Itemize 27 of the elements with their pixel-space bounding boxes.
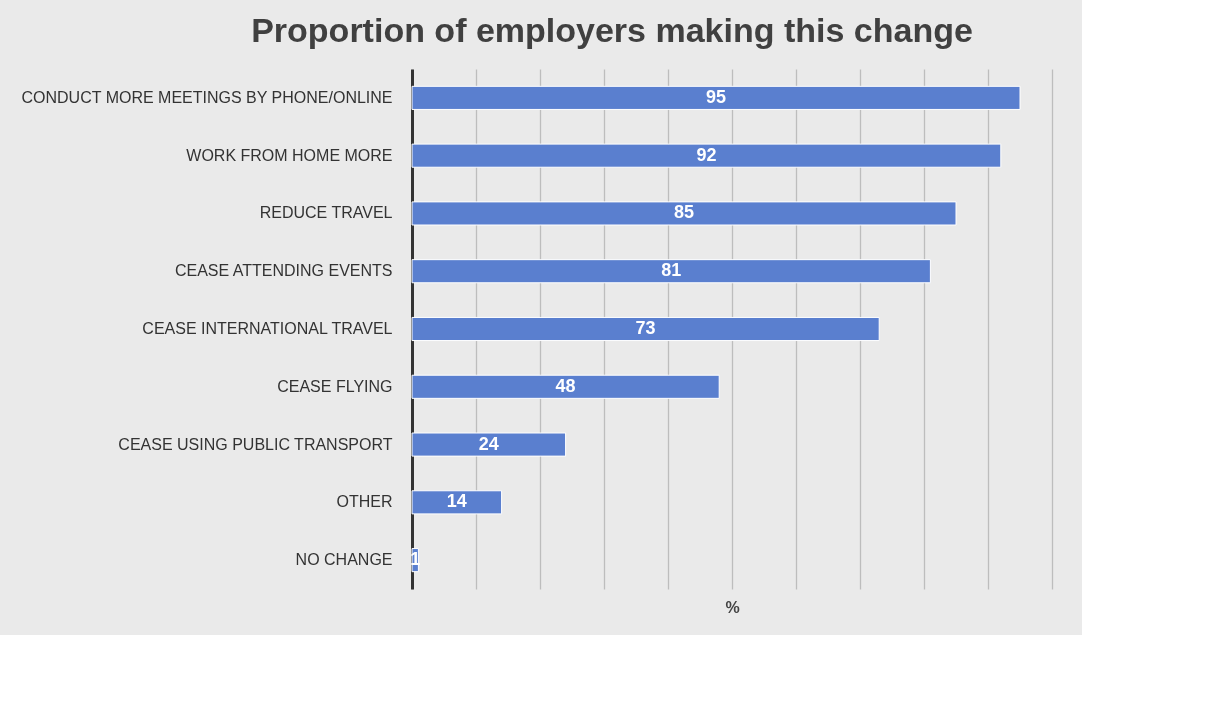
bar — [411, 490, 503, 515]
y-tick-label: CONDUCT MORE MEETINGS BY PHONE/ONLINE — [21, 88, 393, 106]
data-label: 73 — [635, 318, 656, 338]
data-label: 95 — [705, 86, 727, 107]
y-tick-label: NO CHANGE — [295, 551, 393, 569]
data-label: 92 — [696, 144, 717, 165]
bar — [411, 374, 720, 399]
y-tick-label: REDUCE TRAVEL — [259, 204, 393, 222]
y-tick-label: WORK FROM HOME MORE — [186, 146, 393, 164]
y-tick-label: OTHER — [336, 493, 393, 511]
data-label: 48 — [555, 375, 576, 396]
chart-title: Proportion of employers making this change — [251, 11, 973, 49]
bar — [411, 432, 567, 457]
y-tick-label: CEASE USING PUBLIC TRANSPORT — [118, 435, 393, 453]
data-label: 14 — [446, 491, 467, 512]
bar — [411, 85, 1021, 110]
x-axis-title: % — [725, 598, 740, 616]
bar — [411, 316, 880, 342]
bar — [411, 201, 957, 226]
y-tick-label: CEASE FLYING — [277, 377, 393, 395]
y-tick-label: CEASE INTERNATIONAL TRAVEL — [142, 320, 393, 337]
bar — [411, 143, 1002, 168]
bar — [411, 259, 931, 284]
data-label: 85 — [673, 202, 695, 223]
data-label: 24 — [478, 433, 499, 454]
y-tick-label: CEASE ATTENDING EVENTS — [174, 262, 393, 280]
data-label: 81 — [661, 260, 682, 281]
